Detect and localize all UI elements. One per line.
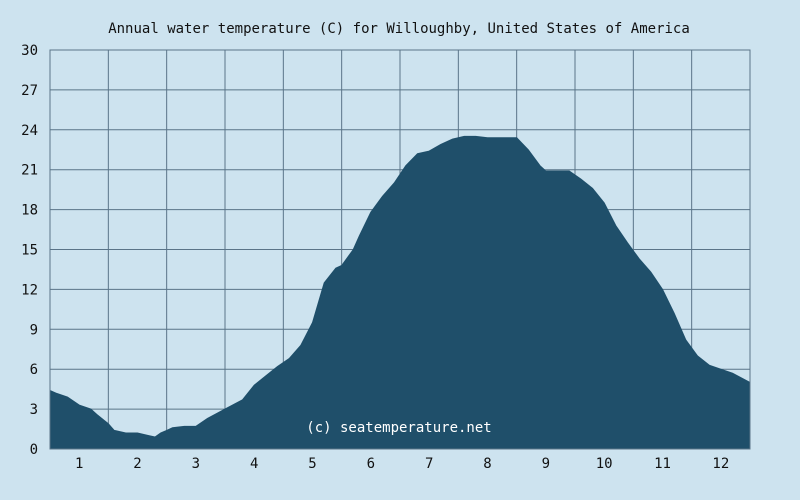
watermark: (c) seatemperature.net	[306, 420, 491, 436]
x-tick-label: 1	[75, 456, 83, 472]
x-tick-label: 11	[654, 456, 671, 472]
x-tick-label: 2	[133, 456, 141, 472]
y-tick-label: 30	[21, 43, 38, 59]
temperature-area	[49, 135, 751, 450]
x-tick-label: 5	[308, 456, 316, 472]
y-tick-label: 21	[21, 163, 38, 179]
y-axis-ticks: 0 3 6 9 12 15 18 21 24 27 30	[21, 43, 38, 458]
x-tick-label: 3	[192, 456, 200, 472]
y-tick-label: 24	[21, 123, 38, 139]
y-tick-label: 9	[30, 322, 38, 338]
x-tick-label: 12	[712, 456, 729, 472]
x-axis-ticks: 1 2 3 4 5 6 7 8 9 10 11 12	[75, 456, 729, 472]
y-tick-label: 15	[21, 243, 38, 259]
y-tick-label: 6	[30, 362, 38, 378]
y-tick-label: 18	[21, 203, 38, 219]
y-tick-label: 3	[30, 402, 38, 418]
y-tick-label: 12	[21, 282, 38, 298]
y-tick-label: 0	[30, 442, 38, 458]
x-tick-label: 6	[367, 456, 375, 472]
x-tick-label: 8	[483, 456, 491, 472]
plot-border	[49, 49, 751, 450]
x-tick-label: 7	[425, 456, 433, 472]
x-tick-label: 4	[250, 456, 258, 472]
chart-title: Annual water temperature (C) for Willoug…	[108, 21, 690, 37]
y-tick-label: 27	[21, 83, 38, 99]
x-tick-label: 9	[542, 456, 550, 472]
x-tick-label: 10	[596, 456, 613, 472]
